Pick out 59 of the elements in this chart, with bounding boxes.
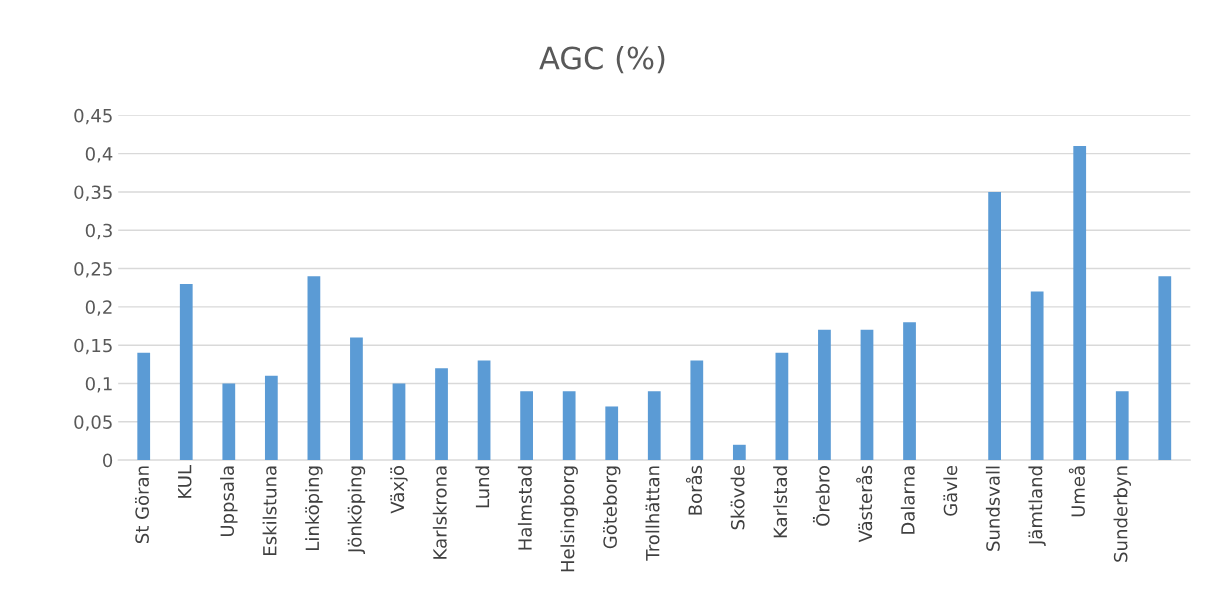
bar	[562, 391, 576, 461]
x-tick-label: Sundsvall	[985, 466, 1000, 551]
x-tick-label: Lund	[475, 466, 490, 508]
bar	[1073, 145, 1087, 461]
x-tick-label: Skövde	[730, 465, 745, 530]
bar	[1115, 391, 1129, 461]
x-tick-label: Örebro	[812, 465, 830, 526]
bar	[137, 352, 151, 461]
bar	[775, 352, 789, 461]
y-tick-label: 0,1	[85, 376, 112, 393]
bar	[1030, 291, 1044, 461]
bar	[392, 383, 406, 461]
x-tick-label: Jämtland	[1028, 466, 1046, 546]
y-tick-label: 0,25	[74, 262, 112, 278]
y-tick-label: 0,3	[85, 223, 112, 240]
x-tick-label: Karlskrona	[432, 466, 447, 559]
bar	[818, 329, 831, 461]
x-tick-label: Eskilstuna	[262, 466, 277, 555]
bar	[179, 283, 193, 461]
y-tick-label: 0,45	[74, 108, 112, 125]
x-tick-label: Gävle	[943, 465, 958, 516]
bar	[647, 391, 661, 461]
bar	[860, 329, 874, 461]
x-tick-label: KUL	[178, 465, 192, 498]
bar	[520, 391, 533, 461]
x-tick-label: St Göran	[135, 466, 149, 544]
x-tick-label: Västerås	[856, 465, 873, 543]
chart-title: AGC (%)	[539, 45, 665, 74]
x-tick-label: Umeå	[1068, 466, 1085, 517]
y-tick-label: 0,4	[85, 147, 113, 163]
x-tick-label: Växjö	[390, 465, 408, 514]
bar	[605, 406, 619, 461]
bar	[903, 322, 916, 461]
y-tick-label: 0,05	[74, 415, 112, 431]
y-tick-label: 0,15	[74, 338, 112, 355]
y-tick-label: 0	[103, 453, 113, 468]
bar	[1158, 276, 1172, 461]
bar	[222, 383, 236, 461]
x-tick-label: Göteborg	[602, 466, 621, 549]
bar	[988, 191, 1001, 461]
x-tick-label: Linköping	[305, 466, 323, 550]
bar	[264, 375, 278, 461]
x-tick-label: Borås	[685, 465, 703, 515]
bar	[732, 444, 746, 461]
x-tick-label: Karlstad	[773, 466, 788, 538]
bar	[307, 276, 321, 461]
x-tick-label: Sunderbyn	[1113, 466, 1131, 562]
x-tick-label: Halmstad	[517, 466, 532, 550]
x-tick-label: Trollhättan	[645, 466, 660, 561]
x-tick-label: Jönköping	[347, 466, 366, 554]
x-tick-label: Dalarna	[900, 466, 915, 534]
bar	[477, 360, 491, 461]
bar	[690, 360, 704, 461]
x-tick-label: Helsingborg	[560, 466, 578, 572]
bar	[350, 337, 363, 461]
y-tick-label: 0,2	[85, 300, 112, 316]
y-tick-label: 0,35	[74, 185, 112, 201]
x-tick-label: Uppsala	[220, 466, 238, 537]
bar	[435, 368, 448, 461]
